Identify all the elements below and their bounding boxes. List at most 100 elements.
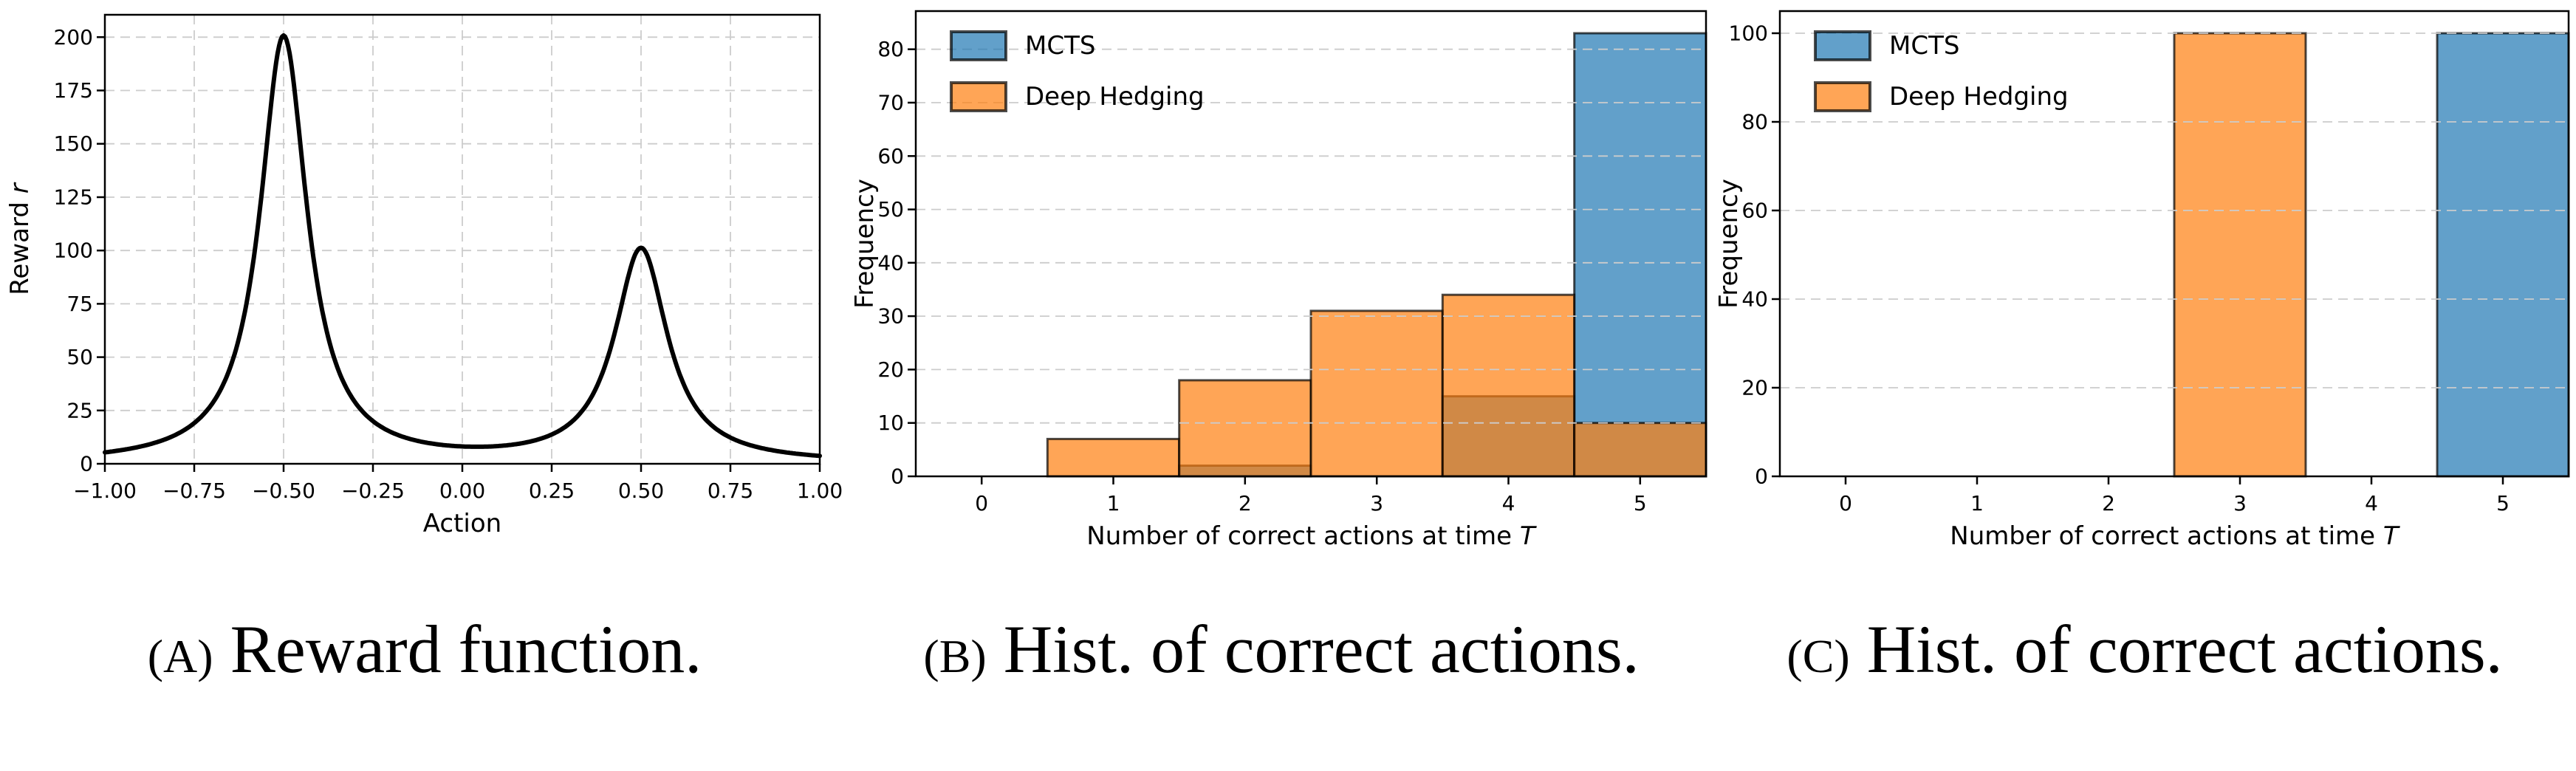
y-tick-label: 175 (54, 78, 93, 103)
tick-labels: −1.00 −0.75 −0.50 −0.25 0.00 0.25 0.50 0.75 1.00… (54, 25, 843, 503)
tick-labels: 0 1 2 3 4 5 0 20 40 60 80 100 (1729, 21, 2510, 516)
chart-panel-a: −1.00 −0.75 −0.50 −0.25 0.00 0.25 0.50 0.75 1.00… (0, 0, 849, 771)
y-axis-label: Frequency (1714, 179, 1744, 309)
caption-a-label: (A) (147, 611, 213, 687)
bar-deep-hedging-4 (1441, 293, 1576, 478)
x-tick-label: 2 (2102, 491, 2115, 515)
x-tick-label: 0 (1839, 491, 1852, 515)
bars-deep-hedging (2173, 32, 2307, 478)
bar-mcts-5 (2436, 32, 2570, 478)
y-tick-label: 0 (1755, 465, 1768, 489)
bar-deep-hedging-3 (2173, 32, 2307, 478)
caption-b: (B) Hist. of correct actions. (923, 610, 1639, 688)
legend-swatch-deep-hedging (950, 81, 1007, 112)
x-tick-label: 4 (1502, 491, 1515, 515)
y-tick-label: 60 (877, 144, 904, 168)
y-tick-label: 75 (66, 292, 93, 316)
y-tick-label: 200 (54, 25, 93, 49)
y-tick-label: 70 (877, 91, 904, 115)
y-tick-label: 50 (66, 345, 93, 369)
caption-b-text: Hist. of correct actions. (1003, 611, 1640, 687)
x-tick-label: 3 (2233, 491, 2247, 515)
x-tick-label: −0.25 (341, 479, 405, 503)
y-tick-label: 20 (1741, 376, 1768, 400)
bar-deep-hedging-1 (1046, 437, 1181, 478)
x-tick-label: −1.00 (73, 479, 137, 503)
legend-label-deep-hedging: Deep Hedging (1025, 82, 1205, 112)
bars-mcts (2436, 32, 2570, 478)
legend-swatch-deep-hedging (1814, 81, 1871, 112)
axes-frame: 0 1 2 3 4 5 0 20 40 60 80 100 Number of correct acti… (1714, 10, 2570, 551)
chart-panel-b: 0 1 2 3 4 5 0 10 20 30 40 50 60 70 80 Number of correct… (849, 0, 1713, 771)
histogram-c-plot: 0 1 2 3 4 5 0 20 40 60 80 100 Number of correct acti… (1714, 10, 2570, 551)
tick-marks (1772, 32, 2504, 484)
x-tick-label: 2 (1239, 491, 1252, 515)
legend-swatch-mcts (950, 30, 1007, 61)
x-tick-label: 3 (1370, 491, 1383, 515)
legend-label-deep-hedging: Deep Hedging (1889, 82, 2069, 112)
bar-deep-hedging-5 (1573, 422, 1707, 478)
legend: MCTS Deep Hedging (1814, 30, 2069, 112)
reward-curve (103, 33, 822, 459)
legend-swatch-mcts (1814, 30, 1871, 61)
x-tick-label: 4 (2365, 491, 2378, 515)
tick-marks (908, 48, 1642, 484)
y-tick-label: 10 (877, 411, 904, 435)
caption-a: (A) Reward function. (148, 610, 702, 688)
chart-panel-c: 0 1 2 3 4 5 0 20 40 60 80 100 Number of correct acti… (1713, 0, 2576, 771)
y-axis-label: Reward r (5, 182, 35, 295)
x-tick-label: −0.75 (162, 479, 226, 503)
x-tick-label: 1 (1970, 491, 1984, 515)
x-tick-label: 0.25 (529, 479, 575, 503)
y-tick-label: 40 (877, 250, 904, 275)
y-tick-label: 60 (1741, 199, 1768, 223)
y-tick-label: 40 (1741, 287, 1768, 312)
y-tick-label: 150 (54, 131, 93, 156)
x-tick-label: 0.50 (618, 479, 664, 503)
gridlines (104, 15, 821, 465)
plot-border (1778, 10, 2570, 478)
legend: MCTS Deep Hedging (950, 30, 1205, 112)
legend-label-mcts: MCTS (1889, 31, 1959, 61)
y-tick-label: 125 (54, 185, 93, 210)
x-tick-label: −0.50 (252, 479, 315, 503)
x-axis-label: Action (423, 509, 501, 538)
y-axis-label: Frequency (850, 179, 880, 309)
bar-mcts-5 (1573, 32, 1707, 478)
x-axis-label: Number of correct actions at time T (1086, 521, 1537, 551)
x-axis-label: Number of correct actions at time T (1950, 521, 2400, 551)
tick-marks (97, 36, 821, 472)
x-tick-label: 0.75 (708, 479, 753, 503)
axes-frame: −1.00 −0.75 −0.50 −0.25 0.00 0.25 0.50 0.75 1.00… (5, 13, 843, 538)
y-tick-label: 0 (891, 465, 904, 489)
x-tick-label: 1.00 (797, 479, 843, 503)
caption-b-label: (B) (923, 611, 987, 687)
bars (1046, 32, 1707, 478)
y-tick-label: 100 (54, 239, 93, 263)
bar-deep-hedging-2 (1178, 379, 1312, 478)
x-tick-label: 0.00 (439, 479, 485, 503)
caption-c: (C) Hist. of correct actions. (1787, 610, 2502, 688)
legend-label-mcts: MCTS (1025, 31, 1095, 61)
bars-deep-hedging (1046, 293, 1707, 478)
y-tick-label: 80 (877, 37, 904, 61)
bars (2173, 32, 2570, 478)
y-tick-label: 100 (1729, 21, 1768, 46)
bar-deep-hedging-3 (1309, 309, 1444, 478)
y-tick-label: 20 (877, 357, 904, 382)
caption-a-text: Reward function. (230, 611, 702, 687)
reward-function-plot: −1.00 −0.75 −0.50 −0.25 0.00 0.25 0.50 0.75 1.00… (5, 13, 843, 538)
gridlines (916, 48, 1706, 477)
y-tick-label: 80 (1741, 110, 1768, 134)
y-tick-label: 25 (66, 398, 93, 422)
x-tick-label: 1 (1107, 491, 1120, 515)
caption-c-text: Hist. of correct actions. (1866, 611, 2503, 687)
x-tick-label: 5 (2496, 491, 2510, 515)
caption-c-label: (C) (1787, 611, 1850, 687)
y-tick-label: 50 (877, 197, 904, 222)
x-tick-label: 0 (975, 491, 988, 515)
